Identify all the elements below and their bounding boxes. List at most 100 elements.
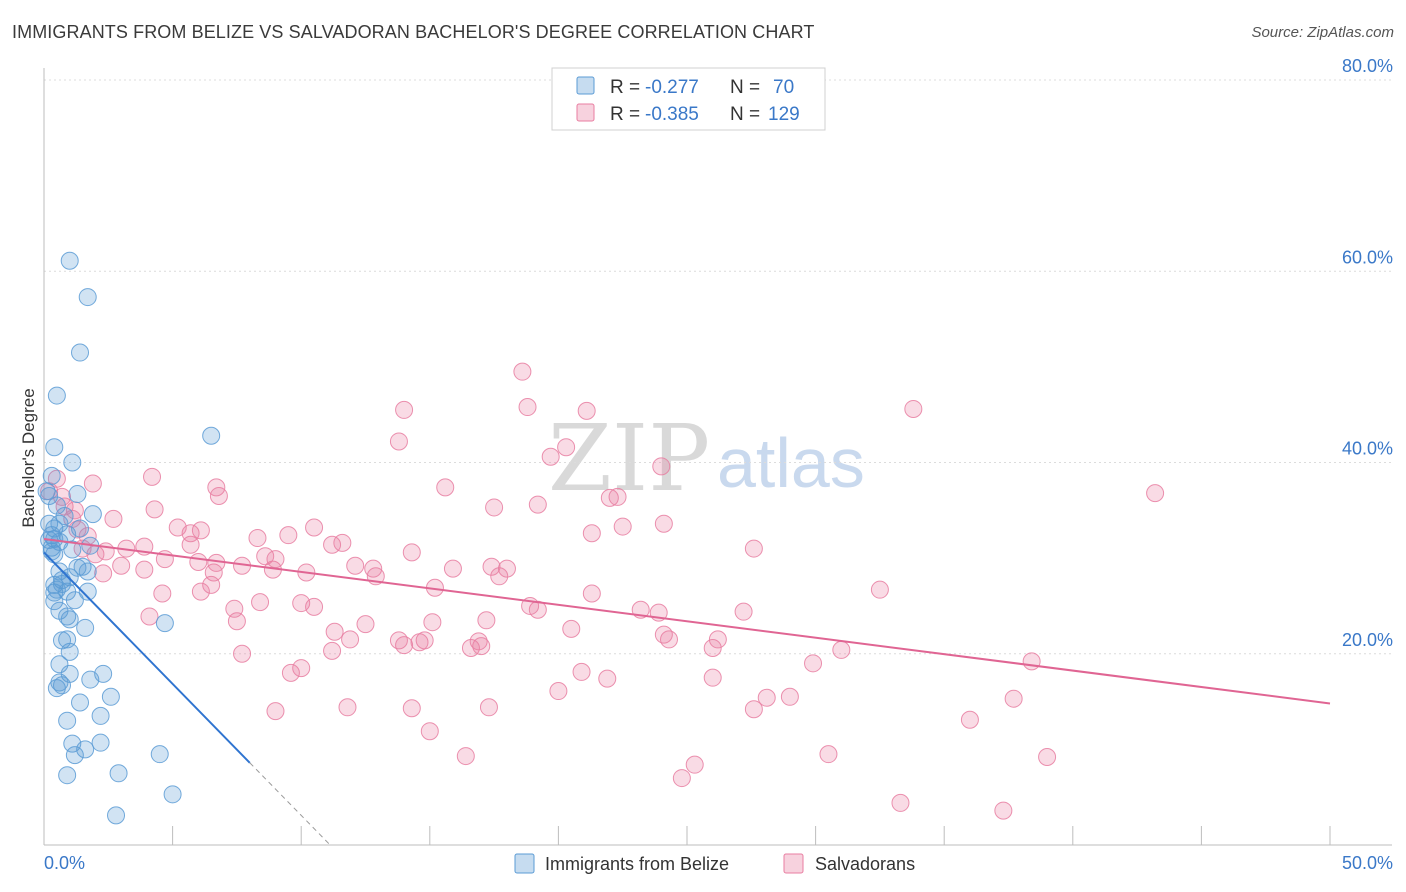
point-salvadoran-36[interactable] <box>333 533 352 552</box>
point-salvadoran-86[interactable] <box>410 633 429 652</box>
point-salvadoran-62[interactable] <box>153 584 172 603</box>
point-salvadoran-70[interactable] <box>305 597 324 616</box>
point-salvadoran-110[interactable] <box>479 698 498 717</box>
point-belize-68[interactable] <box>47 580 66 599</box>
point-belize-60[interactable] <box>58 766 77 785</box>
point-salvadoran-32[interactable] <box>191 521 210 540</box>
point-salvadoran-105[interactable] <box>757 688 776 707</box>
point-salvadoran-0[interactable] <box>513 362 532 381</box>
point-salvadoran-125[interactable] <box>135 560 154 579</box>
point-salvadoran-119[interactable] <box>672 769 691 788</box>
point-salvadoran-46[interactable] <box>189 552 208 571</box>
point-salvadoran-75[interactable] <box>140 607 159 626</box>
point-belize-23[interactable] <box>45 545 64 564</box>
point-salvadoran-115[interactable] <box>819 745 838 764</box>
point-salvadoran-64[interactable] <box>582 584 601 603</box>
point-belize-61[interactable] <box>163 785 182 804</box>
point-belize-2[interactable] <box>71 343 90 362</box>
point-salvadoran-108[interactable] <box>266 702 285 721</box>
point-salvadoran-43[interactable] <box>402 543 421 562</box>
point-belize-0[interactable] <box>60 251 79 270</box>
point-salvadoran-91[interactable] <box>395 636 414 655</box>
point-belize-7[interactable] <box>42 466 61 485</box>
point-salvadoran-109[interactable] <box>338 698 357 717</box>
point-belize-33[interactable] <box>45 592 64 611</box>
point-belize-3[interactable] <box>47 386 66 405</box>
point-salvadoran-14[interactable] <box>209 486 228 505</box>
point-salvadoran-118[interactable] <box>685 755 704 774</box>
point-belize-12[interactable] <box>83 505 102 524</box>
point-belize-51[interactable] <box>71 693 90 712</box>
point-salvadoran-5[interactable] <box>389 432 408 451</box>
point-salvadoran-93[interactable] <box>703 639 722 658</box>
point-salvadoran-79[interactable] <box>477 611 496 630</box>
point-salvadoran-59[interactable] <box>490 567 509 586</box>
point-belize-24[interactable] <box>68 558 87 577</box>
point-belize-4[interactable] <box>202 426 221 445</box>
point-belize-50[interactable] <box>101 687 120 706</box>
point-salvadoran-92[interactable] <box>461 639 480 658</box>
point-salvadoran-120[interactable] <box>891 793 910 812</box>
point-belize-10[interactable] <box>68 485 87 504</box>
point-belize-48[interactable] <box>53 676 72 695</box>
point-salvadoran-87[interactable] <box>469 632 488 651</box>
point-salvadoran-89[interactable] <box>708 630 727 649</box>
point-salvadoran-77[interactable] <box>356 615 375 634</box>
point-salvadoran-116[interactable] <box>1038 748 1057 767</box>
point-salvadoran-16[interactable] <box>608 487 627 506</box>
point-salvadoran-102[interactable] <box>703 668 722 687</box>
point-salvadoran-44[interactable] <box>256 547 275 566</box>
point-belize-36[interactable] <box>58 607 77 626</box>
point-belize-34[interactable] <box>65 591 84 610</box>
point-salvadoran-1[interactable] <box>518 398 537 417</box>
point-belize-65[interactable] <box>55 507 74 526</box>
point-salvadoran-98[interactable] <box>1022 652 1041 671</box>
point-belize-58[interactable] <box>150 745 169 764</box>
point-salvadoran-117[interactable] <box>456 747 475 766</box>
point-salvadoran-53[interactable] <box>482 557 501 576</box>
point-belize-6[interactable] <box>63 453 82 472</box>
point-belize-62[interactable] <box>107 806 126 825</box>
point-salvadoran-26[interactable] <box>613 517 632 536</box>
point-salvadoran-4[interactable] <box>904 399 923 418</box>
point-salvadoran-31[interactable] <box>279 526 298 545</box>
point-belize-52[interactable] <box>58 711 77 730</box>
point-salvadoran-107[interactable] <box>1004 689 1023 708</box>
point-salvadoran-76[interactable] <box>227 612 246 631</box>
point-salvadoran-37[interactable] <box>181 535 200 554</box>
point-salvadoran-63[interactable] <box>191 582 210 601</box>
series-legend-label-belize[interactable]: Immigrants from Belize <box>545 854 729 874</box>
point-belize-39[interactable] <box>76 618 95 637</box>
point-salvadoran-20[interactable] <box>485 498 504 517</box>
point-belize-5[interactable] <box>45 438 64 457</box>
point-salvadoran-84[interactable] <box>389 631 408 650</box>
point-belize-11[interactable] <box>47 496 66 515</box>
point-salvadoran-54[interactable] <box>497 559 516 578</box>
point-belize-59[interactable] <box>109 764 128 783</box>
point-salvadoran-9[interactable] <box>143 467 162 486</box>
point-belize-57[interactable] <box>65 746 84 765</box>
point-salvadoran-25[interactable] <box>654 514 673 533</box>
point-salvadoran-60[interactable] <box>202 575 221 594</box>
point-salvadoran-99[interactable] <box>292 659 311 678</box>
point-salvadoran-112[interactable] <box>744 700 763 719</box>
point-salvadoran-88[interactable] <box>659 630 678 649</box>
point-salvadoran-8[interactable] <box>652 457 671 476</box>
point-salvadoran-101[interactable] <box>572 662 591 681</box>
point-salvadoran-29[interactable] <box>305 518 324 537</box>
point-belize-46[interactable] <box>81 670 100 689</box>
series-legend-swatch-belize[interactable] <box>514 853 535 874</box>
point-salvadoran-103[interactable] <box>598 669 617 688</box>
point-salvadoran-83[interactable] <box>341 630 360 649</box>
point-belize-56[interactable] <box>91 733 110 752</box>
point-salvadoran-114[interactable] <box>420 722 439 741</box>
point-salvadoran-111[interactable] <box>402 699 421 718</box>
point-belize-55[interactable] <box>76 740 95 759</box>
point-salvadoran-65[interactable] <box>870 580 889 599</box>
point-belize-37[interactable] <box>60 610 79 629</box>
point-salvadoran-19[interactable] <box>528 495 547 514</box>
point-belize-1[interactable] <box>78 288 97 307</box>
point-salvadoran-34[interactable] <box>248 529 267 548</box>
point-belize-42[interactable] <box>60 642 79 661</box>
point-salvadoran-97[interactable] <box>804 654 823 673</box>
